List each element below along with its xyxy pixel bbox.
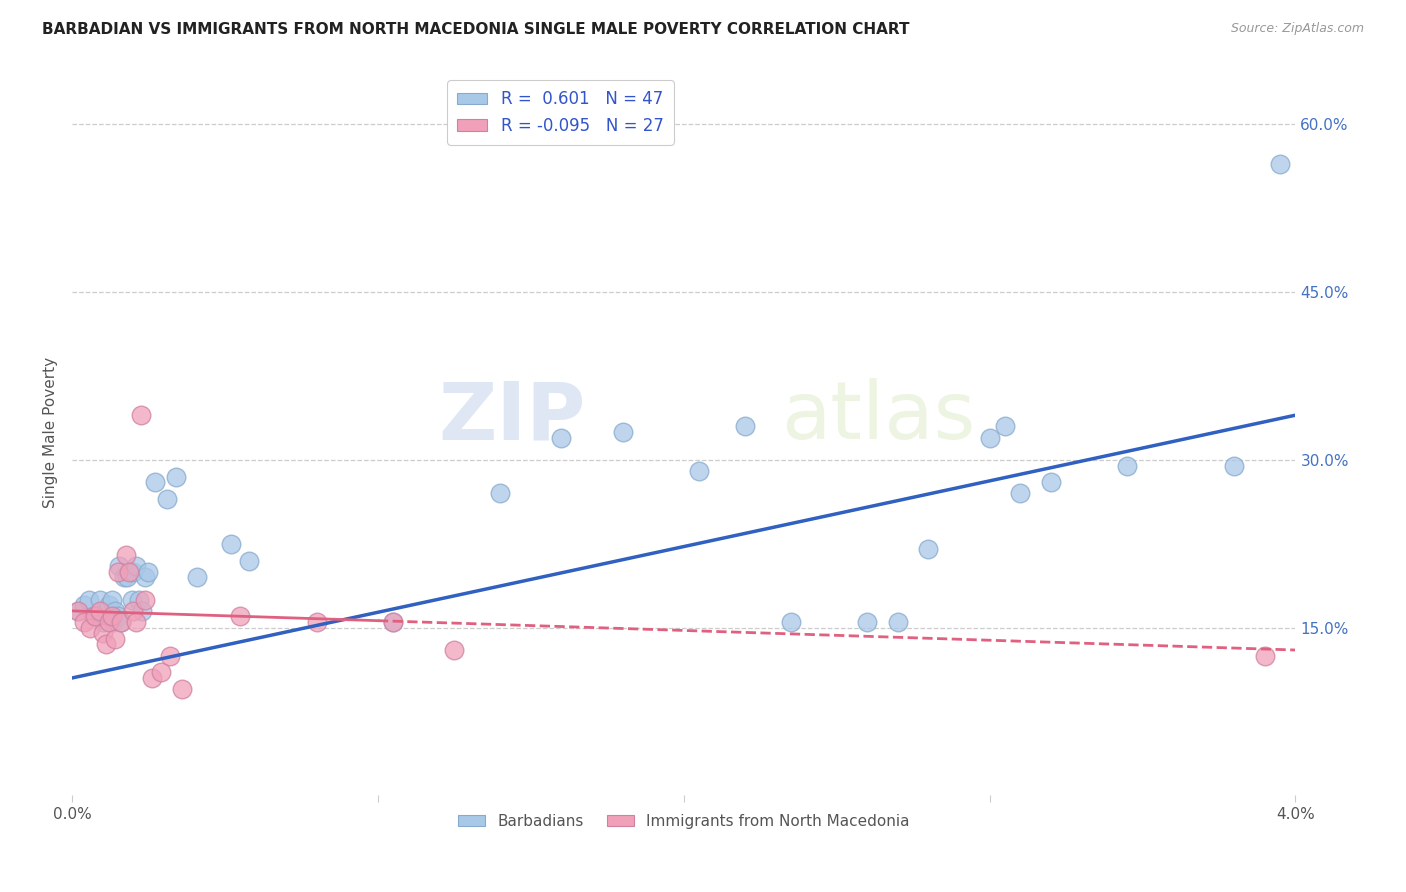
Point [89,592,111,607]
Point [1039,475,1062,490]
Point [165,469,187,483]
Point [77,592,100,607]
Point [108,559,131,574]
Point [1254,648,1277,663]
Point [612,425,634,439]
Point [97,615,120,629]
Point [117,565,139,579]
Point [91,626,114,640]
Point [979,431,1001,445]
Point [887,615,910,629]
Point [122,604,145,618]
Point [94,604,117,618]
Text: BARBADIAN VS IMMIGRANTS FROM NORTH MACEDONIA SINGLE MALE POVERTY CORRELATION CHA: BARBADIAN VS IMMIGRANTS FROM NORTH MACED… [42,22,910,37]
Point [917,542,939,557]
Point [104,632,127,646]
Point [79,621,101,635]
Point [73,615,96,629]
Point [229,609,252,624]
Point [122,565,145,579]
Text: ZIP: ZIP [439,378,586,457]
Point [89,604,111,618]
Point [443,643,465,657]
Point [114,548,136,562]
Point [149,665,172,680]
Point [305,615,328,629]
Point [134,592,156,607]
Point [103,615,125,629]
Point [112,570,135,584]
Point [1010,486,1032,500]
Point [84,609,107,624]
Point [550,431,572,445]
Point [73,599,96,613]
Point [107,609,129,624]
Point [186,570,208,584]
Point [104,604,127,618]
Point [129,408,152,422]
Point [382,615,405,629]
Point [91,615,114,629]
Point [115,570,138,584]
Point [100,609,122,624]
Point [143,475,166,490]
Point [138,565,160,579]
Point [141,671,163,685]
Point [1116,458,1139,473]
Point [110,615,132,629]
Point [82,609,104,624]
Text: atlas: atlas [782,378,976,457]
Point [856,615,879,629]
Point [97,599,120,613]
Point [156,491,179,506]
Point [94,637,117,651]
Point [128,592,150,607]
Point [219,537,242,551]
Legend: Barbadians, Immigrants from North Macedonia: Barbadians, Immigrants from North Macedo… [451,808,915,835]
Point [489,486,512,500]
Point [100,592,122,607]
Text: Source: ZipAtlas.com: Source: ZipAtlas.com [1230,22,1364,36]
Point [1223,458,1246,473]
Point [125,615,148,629]
Point [67,604,90,618]
Point [67,604,90,618]
Point [134,570,156,584]
Point [131,604,153,618]
Point [688,464,710,478]
Point [238,553,260,567]
Point [779,615,801,629]
Point [110,615,132,629]
Point [734,419,756,434]
Point [994,419,1017,434]
Point [86,609,108,624]
Y-axis label: Single Male Poverty: Single Male Poverty [44,357,58,508]
Point [125,559,148,574]
Point [382,615,405,629]
Point [172,682,194,697]
Point [1270,156,1292,170]
Point [107,565,129,579]
Point [121,592,143,607]
Point [159,648,181,663]
